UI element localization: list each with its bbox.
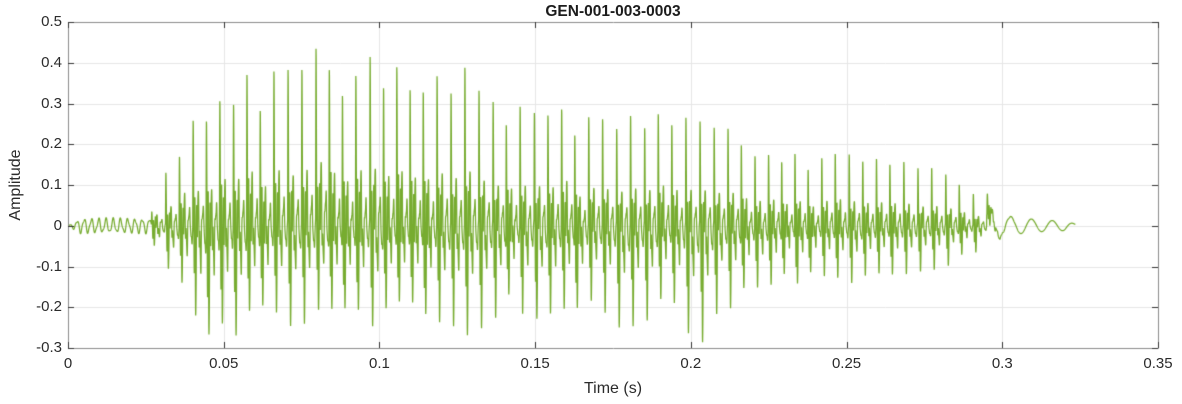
y-tick-label: 0: [53, 216, 62, 234]
x-tick-label: 0.1: [368, 355, 390, 372]
y-tick-label: -0.1: [36, 257, 62, 275]
x-tick-label: 0.15: [520, 355, 550, 372]
y-tick-label: 0.2: [41, 135, 62, 153]
x-tick-label: 0: [63, 355, 73, 372]
y-tick-label: -0.2: [36, 298, 62, 316]
y-tick-label: 0.3: [41, 94, 62, 112]
y-tick-label: 0.4: [41, 53, 62, 71]
y-tick-label: 0.5: [41, 13, 62, 30]
x-tick-label: 0.25: [831, 355, 862, 372]
x-tick-label: 0.3: [991, 355, 1013, 372]
y-tick-label: 0.1: [41, 176, 62, 193]
x-axis-label: Time (s): [583, 380, 643, 397]
y-tick-label: -0.3: [36, 339, 62, 356]
x-tick-label: 0.2: [680, 355, 702, 372]
x-tick-label: 0.35: [1143, 355, 1173, 372]
x-tick-label: 0.05: [209, 355, 239, 372]
chart-title: GEN-001-003-0003: [545, 3, 681, 20]
